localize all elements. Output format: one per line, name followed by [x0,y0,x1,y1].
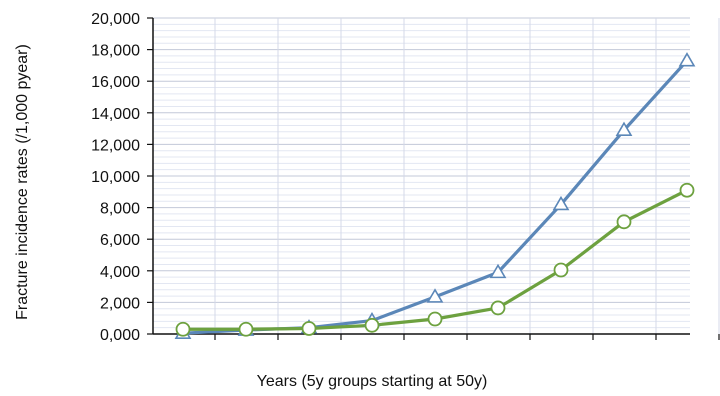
y-tick-label: 8,000 [100,201,140,218]
circle-marker [238,321,254,337]
y-tick-label: 0,000 [100,327,140,344]
circle-marker [301,321,317,336]
y-tick-label: 16,000 [91,74,140,91]
chart-axes [147,17,720,340]
triangle-marker [426,288,444,303]
y-tick-labels: 0,000 2,000 4,000 6,000 8,000 10,000 12,000 14,… [91,11,140,344]
circle-marker [490,300,506,316]
circle-marker [427,311,443,327]
chart-series [174,52,696,340]
triangle-marker [678,52,696,67]
y-tick-label: 10,000 [91,169,140,186]
x-axis-title: Years (5y groups starting at 50y) [257,373,488,390]
y-axis-title: Fracture incidence rates (/1,000 pyear) [14,44,31,320]
circle-marker [679,182,695,198]
circle-marker [364,317,380,333]
chart-grid [153,17,720,334]
triangle-marker [615,121,633,136]
y-tick-label: 12,000 [91,137,140,154]
triangle-marker [552,195,570,211]
y-tick-label: 18,000 [91,43,140,60]
y-tick-label: 2,000 [100,295,140,312]
y-tick-label: 14,000 [91,106,140,123]
circle-marker [616,214,632,230]
y-tick-label: 4,000 [100,264,140,281]
circle-marker [175,321,191,337]
triangle-marker [489,263,507,279]
y-tick-label: 20,000 [91,11,140,28]
y-tick-label: 6,000 [100,232,140,249]
circle-marker [553,262,569,278]
